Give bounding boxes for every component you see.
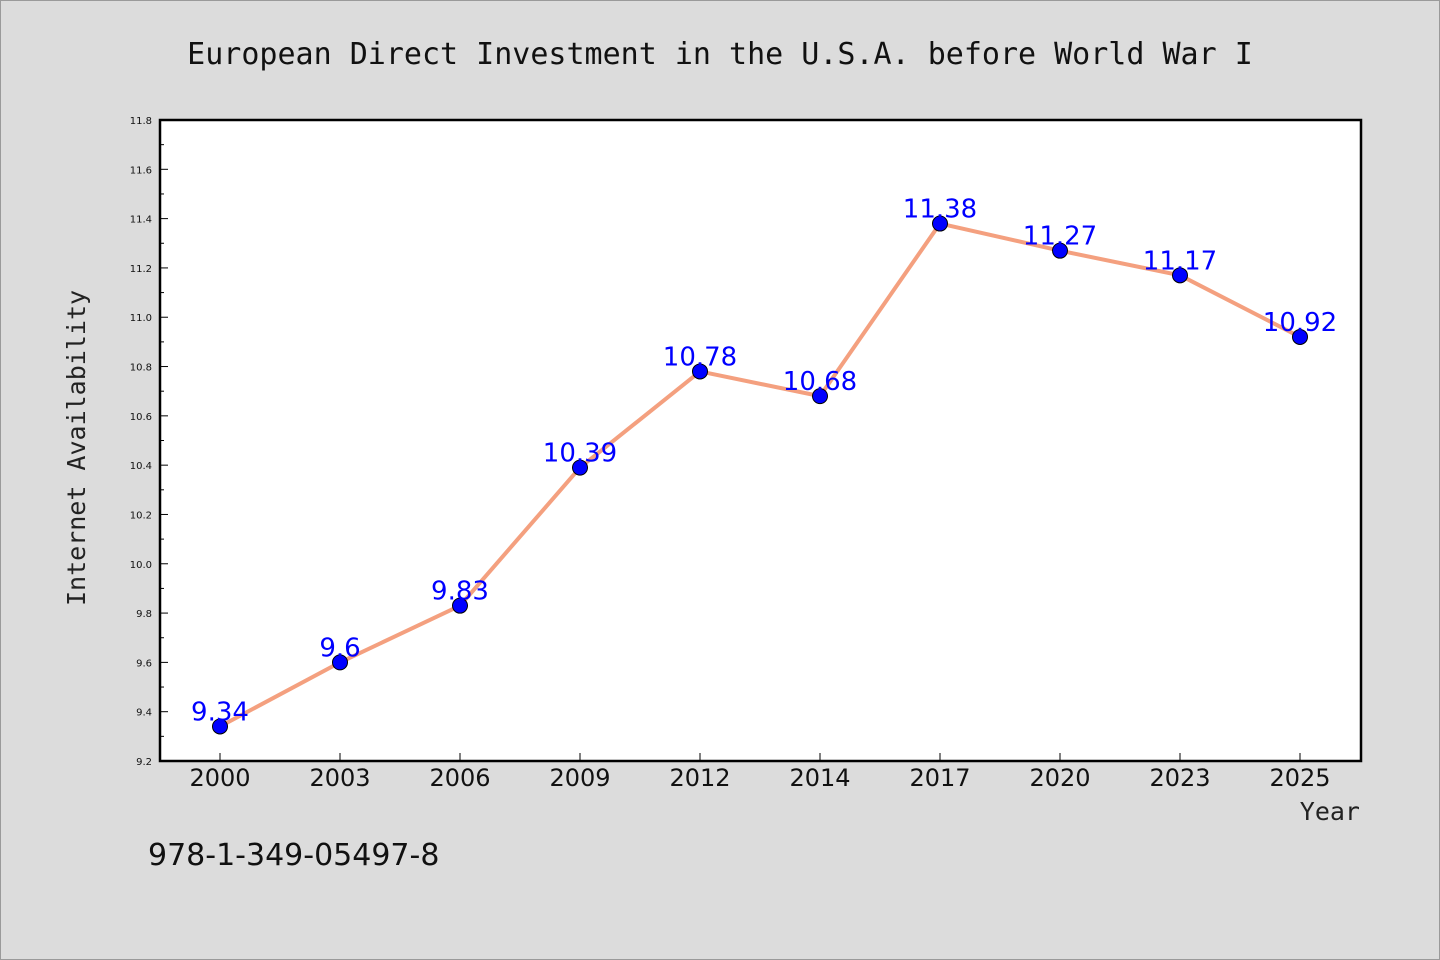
x-tick-label: 2017 <box>909 764 970 792</box>
data-point <box>212 718 228 735</box>
y-tick-label: 11.8 <box>130 116 152 127</box>
y-tick-label: 10.4 <box>130 461 152 472</box>
x-tick-label: 2025 <box>1269 764 1330 792</box>
data-point <box>1172 267 1188 284</box>
y-tick-label: 10.6 <box>130 412 152 423</box>
y-tick-label: 10.8 <box>130 363 152 374</box>
y-tick-label: 9.4 <box>136 708 152 719</box>
y-tick-label: 9.6 <box>136 658 152 669</box>
data-label: 11.38 <box>903 195 977 225</box>
data-label: 9.6 <box>319 633 360 663</box>
y-axis-ticks: 9.2 9.4 9.6 9.8 10.0 10.2 10.4 10.6 10.8 11.0 11.2… <box>130 116 168 768</box>
data-label: 9.34 <box>191 697 249 727</box>
data-label: 9.83 <box>431 577 489 607</box>
x-axis-ticks: 2000 2003 2006 2009 2012 2014 2017 2020 2023 2025 <box>189 753 1331 792</box>
data-point <box>332 654 348 671</box>
x-tick-label: 2006 <box>429 764 490 792</box>
y-axis-label: Internet Availability <box>62 290 91 606</box>
y-tick-label: 11.4 <box>130 215 152 226</box>
data-labels: 9.34 9.6 9.83 10.39 10.78 10.68 11.38 11.27 11.1… <box>191 195 1337 728</box>
chart-title: European Direct Investment in the U.S.A.… <box>187 37 1253 72</box>
data-point <box>932 215 948 232</box>
data-point <box>1052 242 1068 259</box>
y-tick-label: 11.2 <box>130 264 152 275</box>
x-tick-label: 2003 <box>309 764 370 792</box>
y-tick-label: 11.6 <box>130 165 152 176</box>
x-tick-label: 2023 <box>1149 764 1210 792</box>
y-tick-label: 9.8 <box>136 609 152 620</box>
x-tick-label: 2014 <box>789 764 850 792</box>
data-point <box>572 459 588 476</box>
series-line <box>219 221 1301 729</box>
y-tick-label: 10.0 <box>130 560 152 571</box>
data-label: 11.27 <box>1023 222 1097 252</box>
data-label: 10.39 <box>543 439 617 469</box>
y-tick-label: 9.2 <box>136 757 152 768</box>
x-tick-label: 2012 <box>669 764 730 792</box>
x-tick-label: 2009 <box>549 764 610 792</box>
footnote-isbn: 978-1-349-05497-8 <box>148 838 439 873</box>
data-point <box>692 363 708 380</box>
x-axis-label: Year <box>1300 797 1360 826</box>
x-tick-label: 2000 <box>189 764 250 792</box>
data-point <box>452 597 468 614</box>
data-point <box>812 388 828 405</box>
y-tick-label: 11.0 <box>130 313 152 324</box>
data-label: 10.92 <box>1263 308 1337 338</box>
y-tick-label: 10.2 <box>130 510 152 521</box>
data-label: 10.68 <box>783 367 857 397</box>
series-markers <box>212 215 1308 735</box>
data-point <box>1292 328 1308 345</box>
x-tick-label: 2020 <box>1029 764 1090 792</box>
data-label: 10.78 <box>663 342 737 372</box>
plot-border <box>158 118 1363 763</box>
data-label: 11.17 <box>1143 246 1217 276</box>
